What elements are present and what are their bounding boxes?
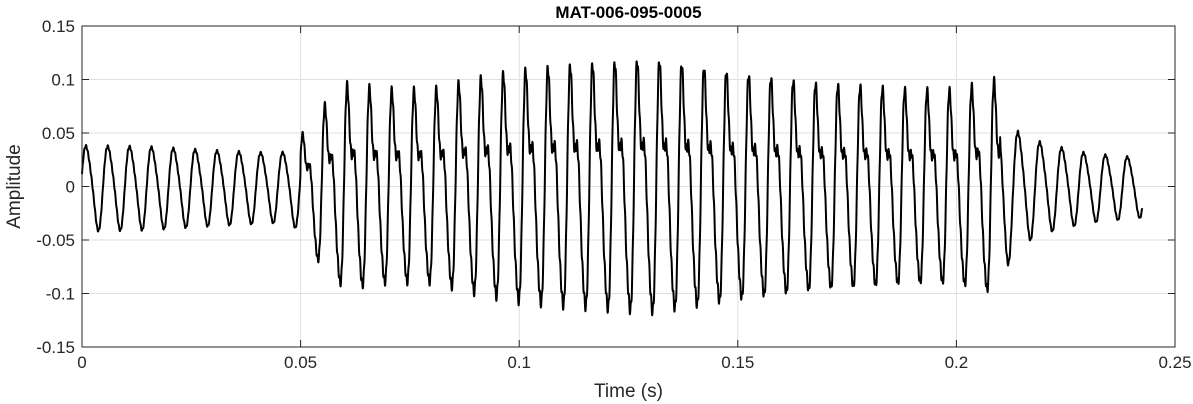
x-tick-label: 0.1: [507, 353, 531, 372]
y-tick-label: 0: [66, 178, 75, 197]
x-tick-label: 0.25: [1158, 353, 1191, 372]
x-tick-label: 0.15: [721, 353, 754, 372]
series-line-0: [81, 60, 1144, 317]
ticks: 0 0.05 0.1 0.15 0.2 0.25 -0.15 -0.1 -0.05 0 0.05 0.…: [36, 17, 1191, 372]
y-tick-label: 0.05: [42, 124, 75, 143]
x-axis-label: Time (s): [594, 381, 663, 402]
y-tick-label: 0.15: [42, 17, 75, 36]
y-tick-label: -0.15: [36, 338, 75, 357]
y-tick-label: -0.1: [46, 285, 75, 304]
x-tick-label: 0.05: [284, 353, 317, 372]
x-tick-label: 0.2: [945, 353, 969, 372]
chart-title: MAT-006-095-0005: [555, 3, 701, 22]
x-tick-label: 0: [77, 353, 86, 372]
y-tick-label: 0.1: [51, 71, 75, 90]
y-tick-label: -0.05: [36, 231, 75, 250]
series-layer: [81, 60, 1144, 317]
y-axis-label: Amplitude: [4, 144, 25, 229]
